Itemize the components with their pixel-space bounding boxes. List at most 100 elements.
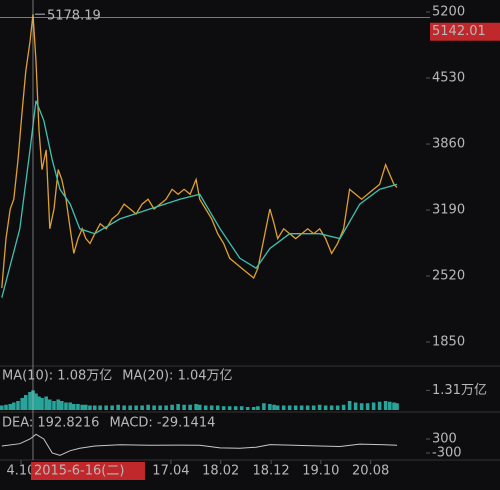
volume-bar (215, 405, 220, 410)
volume-bar (365, 403, 370, 410)
volume-bar (4, 404, 8, 410)
volume-bar (221, 406, 226, 410)
x-tick-label: 19.10 (302, 464, 339, 479)
price-line (1, 100, 398, 298)
volume-bar (158, 405, 162, 410)
volume-bar (28, 392, 32, 410)
volume-bar (287, 405, 292, 410)
volume-bar (262, 403, 266, 410)
volume-bar (245, 407, 250, 410)
indicator-label: MACD: -29.1414 (109, 416, 215, 431)
volume-bar (392, 402, 396, 410)
volume-bar (329, 405, 334, 410)
volume-bar (197, 404, 202, 410)
volume-bar (104, 405, 108, 410)
volume-bar (128, 405, 132, 410)
volume-bar (16, 401, 20, 410)
volume-bar (359, 403, 364, 410)
volume-bar (239, 406, 244, 410)
y-tick-label: 5200 (432, 5, 465, 20)
volume-bar (59, 401, 64, 410)
volume-bar (182, 404, 186, 410)
date-tag: 2015-6-16(二) (34, 464, 124, 479)
volume-bar (227, 406, 232, 410)
y-tick-label: 2520 (432, 269, 465, 284)
volume-bar (317, 404, 322, 410)
volume-bar (164, 405, 168, 410)
volume-bar (11, 402, 16, 410)
y-tick-label: 1850 (432, 335, 465, 350)
volume-bar (34, 393, 38, 410)
volume-bar (92, 405, 97, 410)
volume-bar (233, 406, 238, 410)
volume-bar (299, 405, 304, 410)
y-tick-label: 4530 (432, 71, 465, 86)
volume-bar (395, 403, 399, 410)
volume-bar (353, 402, 358, 410)
volume-bar (56, 399, 60, 410)
volume-bar (88, 405, 92, 410)
max-label: 5178.19 (47, 9, 101, 24)
volume-bar (76, 404, 80, 410)
volume-bar (44, 396, 48, 410)
volume-bar (170, 404, 174, 410)
volume-bar (122, 405, 126, 410)
volume-bar (98, 405, 102, 410)
price-line (1, 14, 398, 288)
y-tick-label: 1.31万亿 (432, 383, 487, 398)
volume-bar (68, 402, 72, 410)
volume-bar (152, 405, 156, 410)
volume-bar (20, 398, 24, 410)
volume-bar (209, 405, 214, 410)
indicator-label: MA(10): 1.08万亿 (2, 369, 112, 384)
volume-bar (305, 405, 310, 410)
volume-bar (311, 405, 316, 410)
indicator-label: DEA: 192.8216 (2, 416, 99, 431)
y-tick-label: 3860 (432, 137, 465, 152)
volume-bar (341, 404, 346, 410)
volume-bar (268, 404, 272, 410)
volume-bar (71, 404, 76, 410)
price-tag: 5142.01 (432, 24, 486, 39)
volume-bar (377, 401, 382, 410)
y-tick-label: -300 (432, 446, 462, 461)
volume-bar (347, 401, 352, 410)
volume-bar (275, 405, 280, 410)
indicator-label: MA(20): 1.04万亿 (122, 369, 232, 384)
x-tick-label: 18.02 (202, 464, 239, 479)
x-tick-label: 18.12 (252, 464, 289, 479)
volume-bar (110, 405, 114, 410)
volume-bar (8, 404, 12, 410)
volume-bar (40, 398, 44, 410)
volume-bar (23, 395, 28, 410)
volume-bar (52, 401, 56, 410)
x-tick-label: 20.08 (352, 464, 389, 479)
volume-bar (203, 405, 208, 410)
volume-bar (64, 402, 68, 410)
volume-bar (80, 404, 84, 410)
y-tick-label: 300 (432, 432, 457, 447)
volume-bar (47, 399, 52, 410)
date-tag-bg (30, 462, 145, 480)
volume-bar (281, 405, 286, 410)
volume-bar (293, 405, 298, 410)
volume-bar (383, 401, 388, 410)
volume-bar (0, 405, 4, 410)
volume-bar (116, 404, 120, 410)
volume-bar (388, 401, 392, 410)
volume-bar (146, 404, 150, 410)
volume-bar (323, 405, 328, 410)
volume-bar (83, 404, 88, 410)
volume-bar (251, 407, 256, 410)
price-tag-bg (430, 22, 500, 41)
volume-bar (176, 404, 180, 410)
volume-bar (188, 404, 192, 410)
volume-bar (371, 402, 376, 410)
volume-bar (37, 396, 41, 410)
x-tick-label: 17.04 (152, 464, 189, 479)
y-tick-label: 3190 (432, 203, 465, 218)
x-tick-label: 4.10 (7, 464, 36, 479)
volume-bar (134, 405, 138, 410)
volume-bar (140, 405, 144, 410)
